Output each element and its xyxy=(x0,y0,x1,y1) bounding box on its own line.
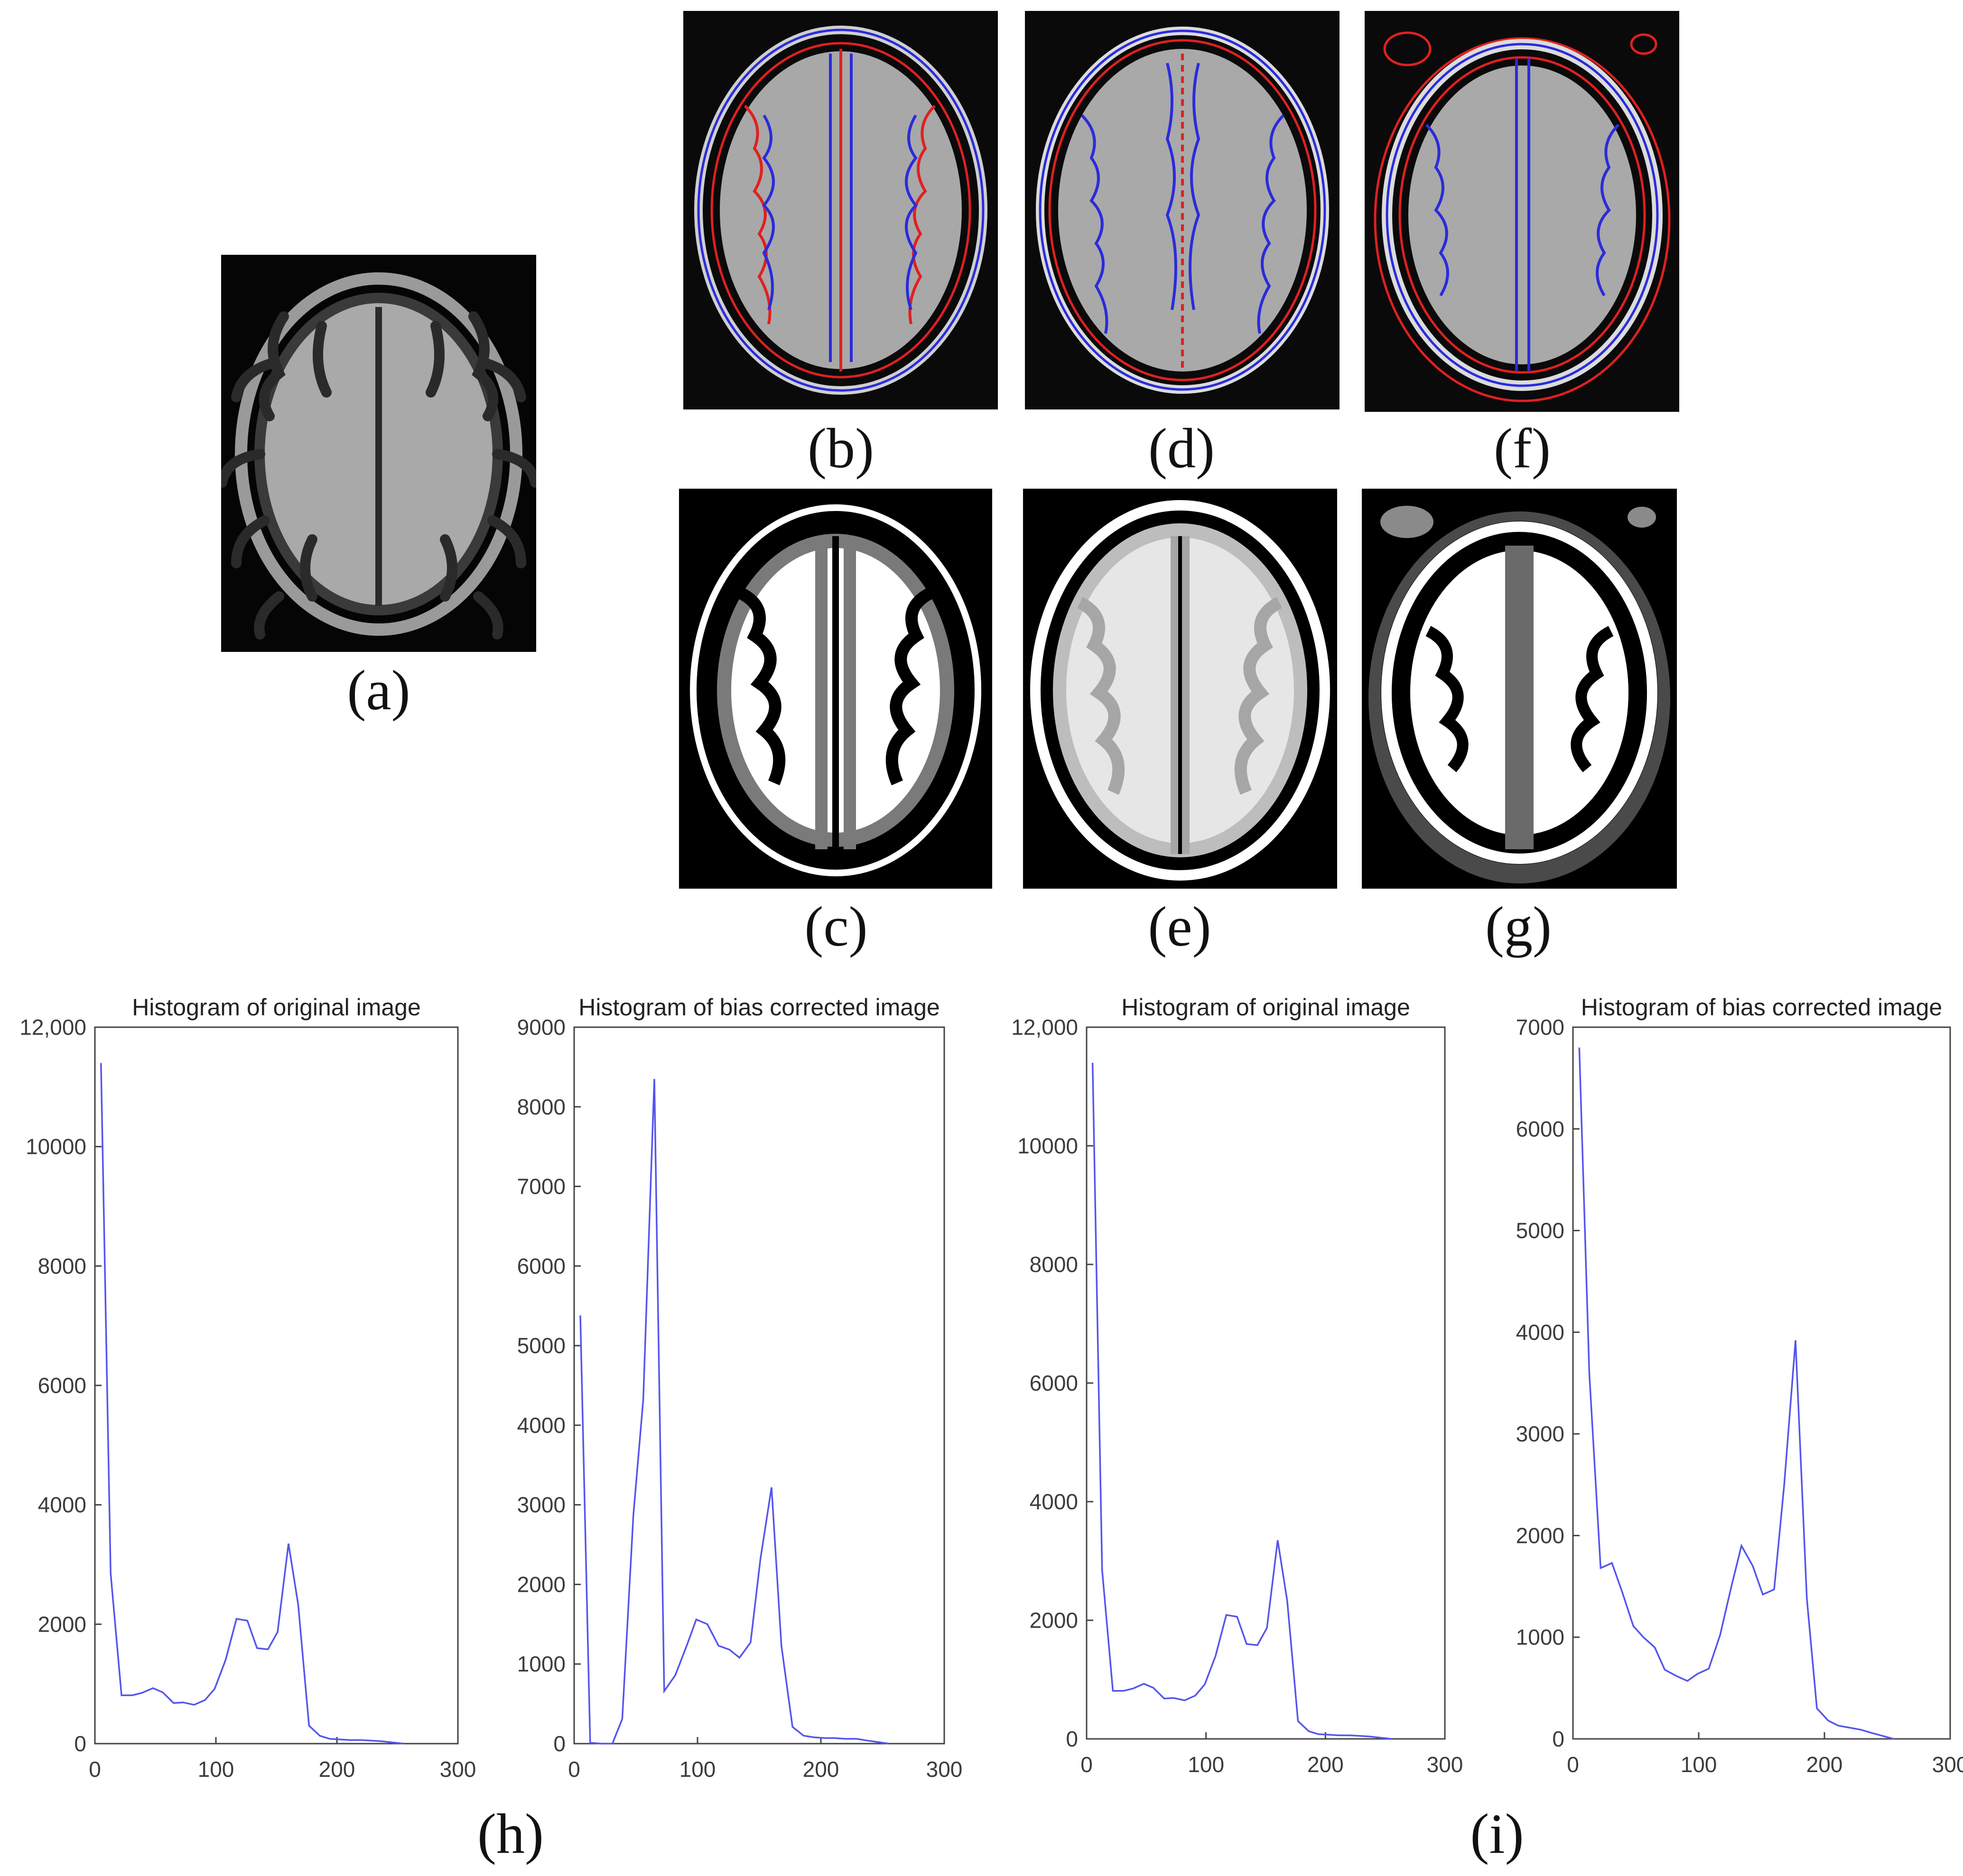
y-tick-label: 6000 xyxy=(517,1254,566,1278)
x-tick-label: 100 xyxy=(1188,1752,1224,1777)
y-tick-label: 7000 xyxy=(517,1174,566,1199)
plot-frame xyxy=(94,1026,459,1745)
y-tick-label: 12,000 xyxy=(19,1015,86,1040)
panel-i-label: (i) xyxy=(1470,1802,1524,1865)
segmentation-image-e xyxy=(1023,489,1337,889)
panel-b-contour-result xyxy=(683,11,998,409)
histogram-chart-4: Histogram of bias corrected image 0 100 200… xyxy=(1476,982,1963,1812)
y-tick-label: 0 xyxy=(1552,1727,1564,1751)
y-tick-label: 4000 xyxy=(1516,1320,1564,1345)
contour-image-f xyxy=(1365,11,1679,412)
panel-d-label: (d) xyxy=(1148,417,1215,480)
mri-slice-image xyxy=(221,255,536,652)
histogram-line xyxy=(579,1079,889,1745)
x-tick-label: 200 xyxy=(803,1757,839,1782)
histogram-chart-1: Histogram of original image 0 100 200 300 0 20… xyxy=(0,982,476,1812)
panel-c-label: (c) xyxy=(804,895,868,958)
histogram-line xyxy=(1578,1047,1894,1740)
x-tick-label: 200 xyxy=(1307,1752,1344,1777)
y-tick-label: 6000 xyxy=(1030,1371,1078,1395)
panel-g-segmentation xyxy=(1362,489,1677,889)
segmentation-image-c xyxy=(679,489,992,889)
chart-title: Histogram of bias corrected image xyxy=(578,994,940,1021)
histogram-line xyxy=(1091,1062,1391,1740)
panel-g-label: (g) xyxy=(1485,895,1552,958)
y-tick-label: 10000 xyxy=(26,1134,86,1159)
x-tick-label: 100 xyxy=(198,1757,234,1782)
x-tick-label: 200 xyxy=(319,1757,355,1782)
x-tick-label: 0 xyxy=(1080,1752,1093,1777)
panel-f-label: (f) xyxy=(1494,417,1551,480)
y-tick-label: 3000 xyxy=(517,1493,566,1517)
y-tick-label: 7000 xyxy=(1516,1015,1564,1040)
y-tick-label: 12,000 xyxy=(1011,1015,1078,1040)
y-tick-label: 8000 xyxy=(38,1254,86,1278)
chart-title: Histogram of bias corrected image xyxy=(1581,994,1942,1021)
histogram-chart-3: Histogram of original image 0 100 200 300 0 20… xyxy=(992,982,1466,1812)
panel-f-contour-result xyxy=(1365,11,1679,412)
x-tick-label: 100 xyxy=(1681,1752,1717,1777)
segmentation-image-g xyxy=(1362,489,1677,889)
y-tick-label: 6000 xyxy=(1516,1116,1564,1141)
panel-c-segmentation xyxy=(679,489,992,889)
y-tick-label: 2000 xyxy=(517,1572,566,1597)
histogram-line xyxy=(100,1063,404,1745)
y-tick-label: 8000 xyxy=(517,1095,566,1119)
y-tick-label: 0 xyxy=(553,1731,566,1756)
y-tick-label: 5000 xyxy=(517,1333,566,1358)
y-tick-label: 0 xyxy=(1066,1727,1078,1751)
plot-frame xyxy=(1086,1026,1446,1740)
panel-a-label: (a) xyxy=(347,659,410,722)
y-tick-label: 2000 xyxy=(1516,1523,1564,1548)
y-tick-label: 10000 xyxy=(1017,1133,1078,1158)
y-tick-label: 1000 xyxy=(1516,1625,1564,1650)
histogram-original-1-svg: Histogram of original image 0 100 200 300 0 20… xyxy=(19,994,476,1782)
x-tick-label: 100 xyxy=(679,1757,716,1782)
histogram-bias-corrected-2-svg: Histogram of bias corrected image 0 100 200… xyxy=(1516,994,1963,1777)
histogram-bias-corrected-1-svg: Histogram of bias corrected image 0 100 200… xyxy=(517,994,963,1782)
histogram-original-2-svg: Histogram of original image 0 100 200 300 0 20… xyxy=(1011,994,1463,1777)
panel-d-contour-result xyxy=(1025,11,1340,409)
y-tick-label: 0 xyxy=(74,1731,86,1756)
panel-a-original-mri xyxy=(221,255,536,652)
x-tick-label: 300 xyxy=(440,1757,476,1782)
x-tick-label: 0 xyxy=(1567,1752,1579,1777)
plot-frame xyxy=(1572,1026,1951,1740)
x-tick-label: 300 xyxy=(1932,1752,1963,1777)
panel-b-label: (b) xyxy=(808,417,874,480)
y-tick-label: 9000 xyxy=(517,1015,566,1040)
chart-title: Histogram of original image xyxy=(1121,994,1410,1021)
y-tick-label: 5000 xyxy=(1516,1218,1564,1243)
contour-image-d xyxy=(1025,11,1340,409)
panel-e-segmentation xyxy=(1023,489,1337,889)
chart-title: Histogram of original image xyxy=(132,994,421,1021)
x-tick-label: 200 xyxy=(1806,1752,1843,1777)
x-tick-label: 0 xyxy=(568,1757,580,1782)
y-tick-label: 3000 xyxy=(1516,1421,1564,1446)
x-tick-label: 300 xyxy=(926,1757,963,1782)
y-tick-label: 2000 xyxy=(38,1612,86,1636)
y-tick-label: 1000 xyxy=(517,1652,566,1676)
y-tick-label: 4000 xyxy=(38,1493,86,1517)
histogram-chart-2: Histogram of bias corrected image 0 100 200… xyxy=(474,982,973,1812)
x-tick-label: 300 xyxy=(1427,1752,1463,1777)
x-tick-label: 0 xyxy=(89,1757,101,1782)
y-tick-label: 2000 xyxy=(1030,1608,1078,1633)
y-tick-label: 8000 xyxy=(1030,1252,1078,1277)
plot-frame xyxy=(573,1026,945,1745)
y-tick-label: 4000 xyxy=(1030,1489,1078,1514)
panel-e-label: (e) xyxy=(1148,895,1211,958)
y-tick-label: 6000 xyxy=(38,1373,86,1398)
contour-image-b xyxy=(683,11,998,409)
panel-h-label: (h) xyxy=(477,1802,544,1865)
y-tick-label: 4000 xyxy=(517,1413,566,1438)
